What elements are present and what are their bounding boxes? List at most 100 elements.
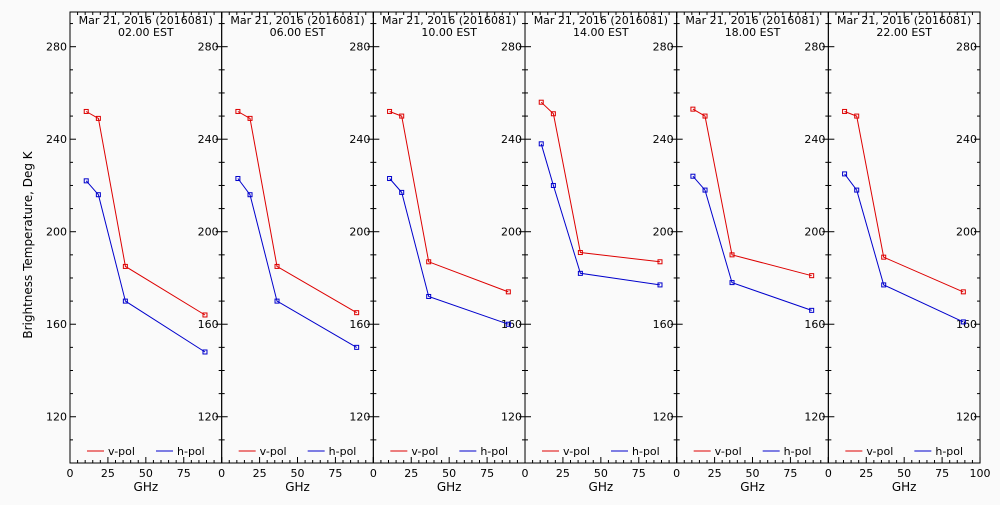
y-tick-label: 280 <box>804 41 825 54</box>
v-pol-point <box>809 273 815 279</box>
x-tick-label: 0 <box>673 467 680 480</box>
x-tick-label: 0 <box>825 467 832 480</box>
y-tick-label: 120 <box>956 411 977 424</box>
h-pol-point <box>854 187 860 193</box>
x-tick-label: 25 <box>253 467 267 480</box>
v-pol-point <box>399 113 405 119</box>
h-pol-line <box>237 178 357 348</box>
x-tick-label: 75 <box>328 467 342 480</box>
h-pol-point <box>399 189 405 195</box>
y-tick-label: 280 <box>198 41 219 54</box>
v-pol-point <box>202 312 208 318</box>
y-tick-label: 200 <box>349 226 370 239</box>
panel-title: Mar 21, 2016 (2016081) <box>382 14 516 27</box>
x-axis-label: GHz <box>740 480 765 494</box>
panel-title: Mar 21, 2016 (2016081) <box>837 14 971 27</box>
panel-title: Mar 21, 2016 (2016081) <box>534 14 668 27</box>
x-axis-label: GHz <box>589 480 614 494</box>
x-tick-label: 50 <box>594 467 608 480</box>
legend-v-pol-label: v-pol <box>108 445 135 458</box>
panel-subtitle: 14.00 EST <box>573 26 629 39</box>
y-tick-label: 240 <box>349 133 370 146</box>
x-axis-label: GHz <box>134 480 159 494</box>
h-pol-line <box>692 175 812 311</box>
v-pol-point <box>729 252 735 258</box>
h-pol-point <box>505 321 511 327</box>
y-tick-label: 280 <box>653 41 674 54</box>
v-pol-point <box>426 259 432 265</box>
x-tick-label: 25 <box>556 467 570 480</box>
x-tick-label: 100 <box>970 467 991 480</box>
x-tick-label: 75 <box>177 467 191 480</box>
x-axis-label: GHz <box>437 480 462 494</box>
h-pol-point <box>577 270 583 276</box>
x-tick-label: 25 <box>101 467 115 480</box>
y-tick-label: 160 <box>653 318 674 331</box>
h-pol-point <box>202 349 208 355</box>
h-pol-point <box>387 176 393 182</box>
x-axis-label: GHz <box>285 480 310 494</box>
h-pol-line <box>540 143 661 286</box>
y-tick-label: 200 <box>956 226 977 239</box>
y-tick-label: 240 <box>956 133 977 146</box>
x-tick-label: 50 <box>139 467 153 480</box>
legend-v-pol-label: v-pol <box>411 445 438 458</box>
y-tick-label-left: 200 <box>46 226 67 239</box>
h-pol-point <box>247 192 253 198</box>
y-tick-label: 280 <box>501 41 522 54</box>
panel-subtitle: 02.00 EST <box>118 26 174 39</box>
v-pol-line <box>237 111 357 314</box>
h-pol-line <box>85 180 206 353</box>
v-pol-point <box>387 108 393 114</box>
h-pol-point <box>702 187 708 193</box>
x-tick-label: 0 <box>522 467 529 480</box>
panel-title: Mar 21, 2016 (2016081) <box>79 14 213 27</box>
x-tick-label: 75 <box>480 467 494 480</box>
v-pol-point <box>881 254 887 260</box>
x-tick-label: 0 <box>370 467 377 480</box>
h-pol-line <box>844 173 964 323</box>
v-pol-point <box>122 263 128 269</box>
v-pol-point <box>702 113 708 119</box>
h-pol-point <box>690 173 696 179</box>
y-tick-label: 160 <box>198 318 219 331</box>
legend-h-pol-label: h-pol <box>329 445 357 458</box>
y-tick-label: 240 <box>653 133 674 146</box>
panel-title: Mar 21, 2016 (2016081) <box>230 14 364 27</box>
x-tick-label: 25 <box>708 467 722 480</box>
y-tick-label: 200 <box>653 226 674 239</box>
y-tick-label: 240 <box>198 133 219 146</box>
y-tick-label: 240 <box>804 133 825 146</box>
v-pol-point <box>842 108 848 114</box>
v-pol-point <box>274 263 280 269</box>
legend-h-pol-label: h-pol <box>935 445 963 458</box>
x-tick-label: 50 <box>746 467 760 480</box>
y-tick-label: 200 <box>198 226 219 239</box>
h-pol-point <box>95 192 101 198</box>
legend-v-pol-label: v-pol <box>260 445 287 458</box>
h-pol-point <box>538 141 544 147</box>
legend-h-pol-label: h-pol <box>177 445 205 458</box>
v-pol-line <box>85 111 206 316</box>
h-pol-point <box>550 182 556 188</box>
y-tick-label: 120 <box>501 411 522 424</box>
panel-5: 120 160 200 240 280 0 25 50 75 Mar 21, 2016 (2016… <box>673 11 829 494</box>
y-tick-label: 160 <box>804 318 825 331</box>
y-tick-label: 280 <box>349 41 370 54</box>
y-tick-label-left: 240 <box>46 133 67 146</box>
panel-subtitle: 22.00 EST <box>876 26 932 39</box>
h-pol-point <box>274 298 280 304</box>
y-tick-label-left: 120 <box>46 411 67 424</box>
x-tick-label: 75 <box>632 467 646 480</box>
legend-v-pol-label: v-pol <box>715 445 742 458</box>
panel-subtitle: 18.00 EST <box>725 26 781 39</box>
v-pol-point <box>247 115 253 121</box>
h-pol-point <box>842 171 848 177</box>
v-pol-point <box>854 113 860 119</box>
v-pol-line <box>389 111 509 293</box>
h-pol-point <box>426 293 432 299</box>
panels-group: 120 160 200 240 280 0 25 50 75 Mar 21, 2016 (2016… <box>46 11 991 494</box>
legend-h-pol-label: h-pol <box>632 445 660 458</box>
